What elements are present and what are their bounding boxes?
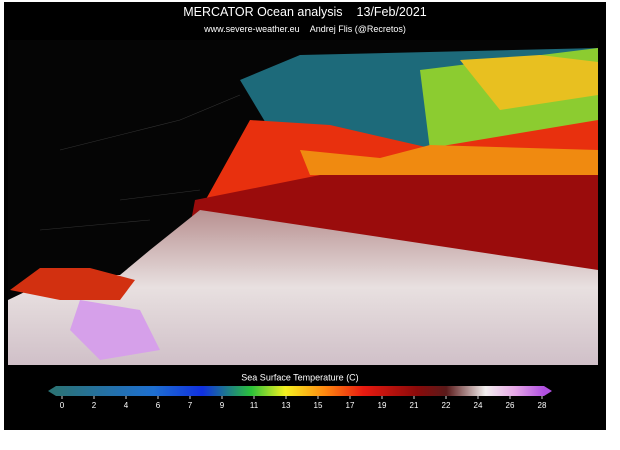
colorbar-tick-label: 17 (346, 401, 355, 410)
subtitle: www.severe-weather.eu Andrej Flis (@Recre… (203, 24, 406, 34)
mild-water (460, 55, 598, 110)
colorbar-tick-label: 19 (378, 401, 387, 410)
colorbar-ticks: 0 2 4 6 7 9 11 13 15 17 19 21 22 24 26 28 (60, 396, 547, 410)
tropical-water (8, 210, 598, 365)
colorbar-tick-label: 13 (282, 401, 291, 410)
colorbar-tick-label: 24 (474, 401, 483, 410)
colorbar-tick-label: 21 (410, 401, 419, 410)
colorbar-label: Sea Surface Temperature (C) (241, 372, 358, 382)
colorbar-tick-label: 0 (60, 401, 65, 410)
map (8, 40, 598, 365)
colorbar-min-arrow (48, 386, 56, 396)
caribbean (70, 300, 160, 360)
colorbar-max-arrow (544, 386, 552, 396)
colorbar-tick-label: 26 (506, 401, 515, 410)
colorbar-tick-label: 4 (124, 401, 129, 410)
colorbar-tick-label: 2 (92, 401, 97, 410)
colorbar-tick-label: 11 (250, 401, 259, 410)
borders (39, 94, 241, 231)
colorbar-tick-label: 7 (188, 401, 193, 410)
colorbar-tick-label: 6 (156, 401, 161, 410)
colorbar (56, 386, 544, 396)
title: MERCATOR Ocean analysis 13/Feb/2021 (183, 5, 427, 19)
front (300, 145, 598, 180)
colorbar-tick-label: 28 (538, 401, 547, 410)
colorbar-tick-label: 22 (442, 401, 451, 410)
colorbar-tick-label: 9 (220, 401, 225, 410)
colorbar-tick-label: 15 (314, 401, 323, 410)
gulf-coast (10, 268, 135, 300)
